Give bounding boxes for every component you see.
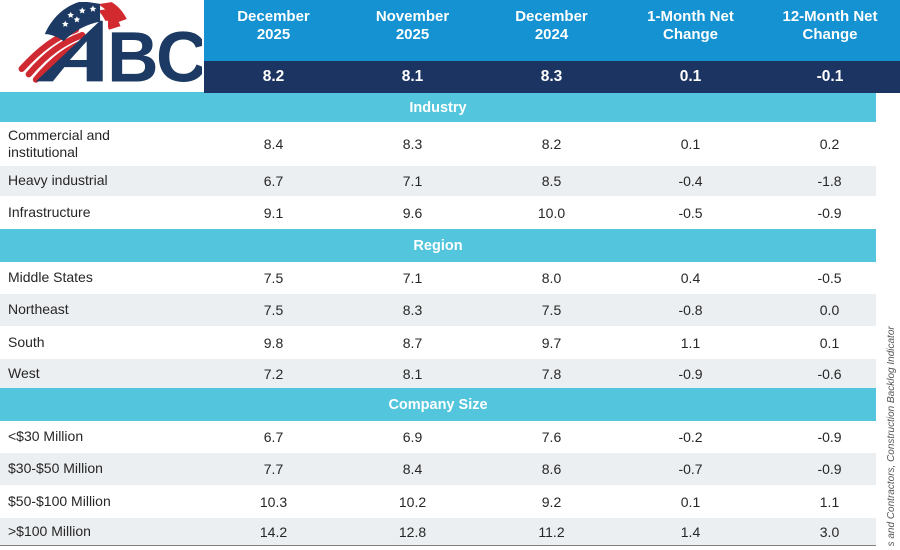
svg-text:R: R bbox=[175, 75, 177, 79]
svg-text:BC: BC bbox=[107, 17, 202, 94]
